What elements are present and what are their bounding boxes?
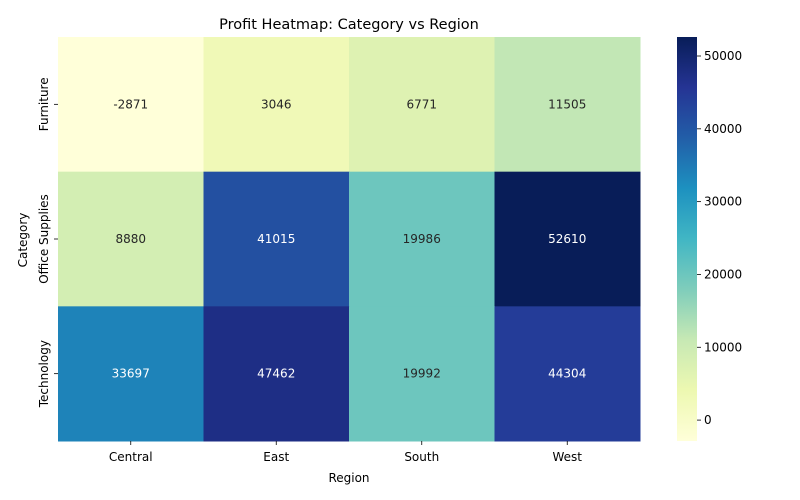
x-axis-label: Region <box>328 471 369 485</box>
cell-value-label: 44304 <box>548 367 586 381</box>
cell-value-label: -2871 <box>113 97 148 111</box>
y-tick-label: Furniture <box>37 77 51 131</box>
heatmap-cell <box>203 171 350 307</box>
heatmap-cell <box>349 37 495 173</box>
colorbar-tick-label: 0 <box>704 413 712 427</box>
cell-value-label: 19986 <box>403 232 441 246</box>
cell-value-label: 19992 <box>403 367 441 381</box>
colorbar-tick-label: 50000 <box>704 49 742 63</box>
cell-value-label: 33697 <box>112 367 150 381</box>
x-tick-label: East <box>263 450 289 464</box>
heatmap-cells: -2871 3046 6771 11505 8880 41015 19986 52610 336… <box>58 37 641 442</box>
heatmap-cell <box>203 37 350 173</box>
colorbar: 0 10000 20000 30000 40000 50000 <box>677 37 742 441</box>
heatmap-cell <box>349 171 495 307</box>
x-axis: Central East South West <box>109 441 582 464</box>
colorbar-tick-label: 10000 <box>704 340 742 354</box>
cell-value-label: 8880 <box>115 232 146 246</box>
cell-value-label: 3046 <box>261 97 292 111</box>
heatmap-cell <box>494 306 641 442</box>
chart-title: Profit Heatmap: Category vs Region <box>219 17 479 33</box>
heatmap-cell <box>494 37 641 173</box>
y-tick-label: Technology <box>37 340 51 408</box>
colorbar-tick-label: 40000 <box>704 122 742 136</box>
colorbar-gradient <box>677 37 697 441</box>
cell-value-label: 52610 <box>548 232 586 246</box>
cell-value-label: 6771 <box>406 97 437 111</box>
cell-value-label: 11505 <box>548 97 586 111</box>
x-tick-label: Central <box>109 450 153 464</box>
heatmap-cell <box>494 171 641 307</box>
cell-value-label: 41015 <box>257 232 295 246</box>
heatmap-cell <box>203 306 350 442</box>
y-axis-label: Category <box>16 213 30 268</box>
heatmap-cell <box>58 171 204 307</box>
heatmap-cell <box>58 306 204 442</box>
colorbar-tick-label: 30000 <box>704 195 742 209</box>
heatmap-cell <box>58 37 204 173</box>
x-tick-label: South <box>404 450 439 464</box>
heatmap-cell <box>349 306 495 442</box>
colorbar-tick-label: 20000 <box>704 267 742 281</box>
y-tick-label: Office Supplies <box>37 194 51 284</box>
y-axis: Furniture Office Supplies Technology <box>37 77 58 408</box>
cell-value-label: 47462 <box>257 367 295 381</box>
x-tick-label: West <box>552 450 582 464</box>
